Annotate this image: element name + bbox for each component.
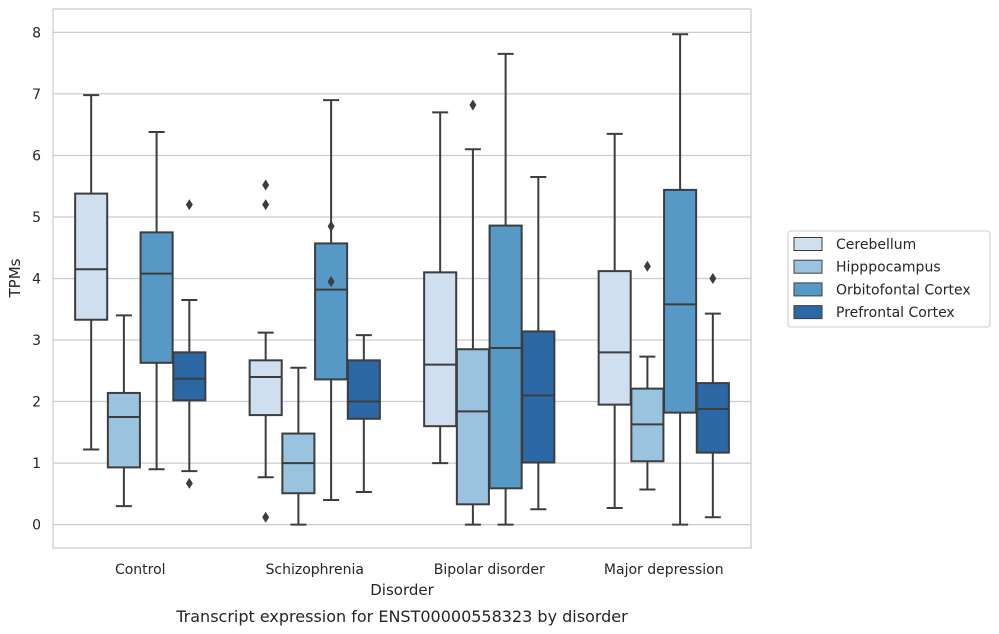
box-2-3 <box>663 33 698 526</box>
box-body <box>314 242 349 381</box>
box-3-2 <box>521 175 556 511</box>
y-tick-4: 4 <box>32 272 41 288</box>
outlier-point <box>327 220 335 232</box>
outlier-point <box>469 99 477 111</box>
legend-frame <box>787 230 991 328</box>
box-body <box>521 330 556 464</box>
box-body <box>248 359 283 417</box>
legend-label: Orbitofontal Cortex <box>836 282 971 298</box>
x-tick-label: Schizophrenia <box>266 562 364 578</box>
legend-label: Prefrontal Cortex <box>836 305 955 321</box>
box-body <box>346 359 381 420</box>
x-axis-label: Disorder <box>370 581 434 599</box>
box-body <box>597 270 632 406</box>
box-body <box>663 188 698 414</box>
box-1-1 <box>281 366 316 526</box>
outlier-point <box>262 199 270 211</box>
y-tick-1: 1 <box>32 456 41 472</box>
box-0-2 <box>423 111 458 465</box>
y-tick-8: 8 <box>32 25 41 41</box>
legend-swatch <box>793 305 823 320</box>
box-body <box>488 224 523 490</box>
outlier-point <box>185 477 193 489</box>
y-axis-label: TPMs <box>6 258 24 298</box>
legend-label: Hipppocampus <box>836 260 941 276</box>
box-body <box>172 351 207 402</box>
x-tick-label: Major depression <box>604 562 724 578</box>
plot-frame <box>52 8 752 549</box>
box-2-0 <box>139 131 174 471</box>
x-tick-label: Control <box>115 562 166 578</box>
y-tick-labels: 0 1 2 3 4 5 6 7 8 <box>32 25 41 533</box>
box-0-0 <box>74 94 109 451</box>
box-0-3 <box>597 132 632 510</box>
box-body <box>74 192 109 321</box>
outlier-point <box>327 276 335 288</box>
chart-caption: Transcript expression for ENST0000055832… <box>175 607 628 626</box>
outlier-point <box>262 179 270 191</box>
x-tick-labels: Control Schizophrenia Bipolar disorder Majo… <box>115 562 724 578</box>
box-3-0 <box>172 199 207 489</box>
legend-swatch <box>793 259 823 274</box>
box-1-2 <box>455 99 490 526</box>
legend: Cerebellum Hipppocampus Orbitofontal Corte… <box>787 230 991 328</box>
box-3-3 <box>695 273 730 519</box>
outlier-point <box>709 273 717 284</box>
y-tick-3: 3 <box>32 333 41 349</box>
box-3-1 <box>346 334 381 494</box>
box-body <box>106 391 141 469</box>
y-tick-5: 5 <box>32 210 41 226</box>
box-0-1 <box>248 179 283 523</box>
y-tick-7: 7 <box>32 87 41 103</box>
y-tick-6: 6 <box>32 148 41 164</box>
box-body <box>139 231 174 364</box>
box-2-2 <box>488 52 523 526</box>
y-tick-2: 2 <box>32 395 41 411</box>
box-body <box>455 348 490 506</box>
box-body <box>695 382 730 454</box>
box-body <box>423 271 458 428</box>
box-2-1 <box>314 99 349 502</box>
y-tick-0: 0 <box>32 518 41 534</box>
box-1-3 <box>630 260 665 491</box>
box-1-0 <box>106 314 141 508</box>
outlier-point <box>185 199 193 211</box>
box-groups <box>74 33 730 526</box>
legend-label: Cerebellum <box>836 237 916 253</box>
legend-swatch <box>793 237 823 251</box>
x-tick-label: Bipolar disorder <box>434 562 545 578</box>
outlier-point <box>643 260 651 272</box>
legend-swatch <box>793 282 823 297</box>
outlier-point <box>262 511 270 523</box>
